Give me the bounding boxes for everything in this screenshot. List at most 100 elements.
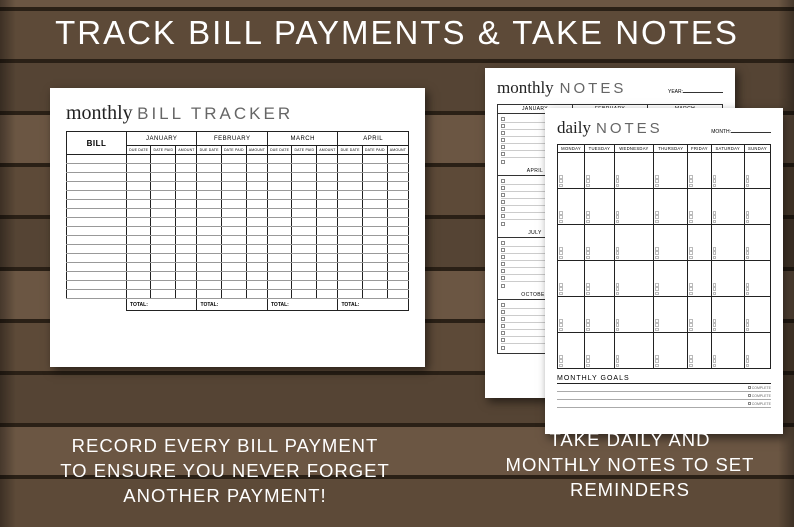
checkbox-icon — [689, 292, 693, 296]
value-cell — [317, 263, 338, 272]
value-cell — [362, 254, 387, 263]
value-cell — [221, 290, 246, 299]
subheader: DUE DATE — [127, 146, 151, 155]
value-cell — [317, 209, 338, 218]
checkbox-icon — [655, 292, 659, 296]
table-row — [67, 245, 409, 254]
value-cell — [317, 155, 338, 164]
value-cell — [387, 254, 408, 263]
value-cell — [387, 245, 408, 254]
checkbox-icon — [586, 287, 590, 291]
value-cell — [317, 218, 338, 227]
value-cell — [221, 164, 246, 173]
value-cell — [292, 236, 317, 245]
checkbox-icon — [689, 247, 693, 251]
checkbox-icon — [689, 256, 693, 260]
value-cell — [151, 209, 176, 218]
checkbox-icon — [655, 220, 659, 224]
day-cell — [654, 333, 688, 369]
checkbox-icon — [748, 394, 751, 397]
checkbox-icon — [713, 251, 717, 255]
value-cell — [317, 254, 338, 263]
checkbox-icon — [746, 220, 750, 224]
value-cell — [221, 227, 246, 236]
table-row — [67, 281, 409, 290]
checkbox-icon — [689, 179, 693, 183]
value-cell — [338, 164, 362, 173]
value-cell — [197, 209, 221, 218]
week-row — [558, 189, 771, 225]
value-cell — [246, 200, 267, 209]
value-cell — [317, 236, 338, 245]
bill-cell — [67, 263, 127, 272]
checkbox-icon — [713, 283, 717, 287]
monthly-notes-header: monthly NOTES YEAR: — [497, 78, 723, 98]
bill-cell — [67, 164, 127, 173]
daily-notes-script: daily — [557, 118, 591, 138]
checkbox-icon — [501, 145, 505, 149]
checkbox-icon — [616, 328, 620, 332]
checkbox-icon — [689, 323, 693, 327]
value-cell — [267, 245, 291, 254]
bill-tracker-caps: BILL TRACKER — [137, 104, 293, 123]
checkbox-icon — [655, 287, 659, 291]
checkbox-icon — [616, 220, 620, 224]
value-cell — [246, 155, 267, 164]
goal-line: COMPLETE — [557, 400, 771, 408]
checkbox-icon — [586, 175, 590, 179]
table-row — [67, 209, 409, 218]
value-cell — [362, 155, 387, 164]
value-cell — [267, 164, 291, 173]
value-cell — [127, 290, 151, 299]
day-cell — [688, 225, 711, 261]
value-cell — [362, 182, 387, 191]
bill-tracker-title: monthly BILL TRACKER — [66, 102, 409, 125]
value-cell — [267, 200, 291, 209]
checkbox-icon — [501, 331, 505, 335]
value-cell — [387, 263, 408, 272]
checkbox-icon — [746, 215, 750, 219]
checkbox-icon — [746, 247, 750, 251]
day-cell — [558, 225, 585, 261]
value-cell — [267, 263, 291, 272]
value-cell — [127, 272, 151, 281]
day-cell — [654, 153, 688, 189]
value-cell — [387, 200, 408, 209]
checkbox-icon — [586, 283, 590, 287]
checkbox-icon — [713, 292, 717, 296]
value-cell — [338, 290, 362, 299]
checkbox-icon — [713, 220, 717, 224]
value-cell — [197, 155, 221, 164]
value-cell — [197, 245, 221, 254]
checkbox-icon — [501, 200, 505, 204]
value-cell — [176, 281, 197, 290]
complete-label: COMPLETE — [748, 386, 771, 390]
value-cell — [292, 209, 317, 218]
day-cell — [688, 261, 711, 297]
value-cell — [387, 191, 408, 200]
value-cell — [246, 191, 267, 200]
week-row — [558, 225, 771, 261]
checkbox-icon — [746, 211, 750, 215]
value-cell — [127, 155, 151, 164]
monthly-notes-script: monthly — [497, 78, 554, 98]
value-cell — [127, 173, 151, 182]
value-cell — [176, 182, 197, 191]
subheader: AMOUNT — [246, 146, 267, 155]
checkbox-icon — [746, 355, 750, 359]
checkbox-icon — [501, 284, 505, 288]
day-cell — [585, 297, 614, 333]
value-cell — [246, 236, 267, 245]
value-cell — [151, 272, 176, 281]
day-cell — [614, 333, 654, 369]
table-row — [67, 155, 409, 164]
checkbox-icon — [586, 179, 590, 183]
bill-column-header: BILL — [67, 132, 127, 155]
table-row — [67, 182, 409, 191]
value-cell — [176, 155, 197, 164]
day-cell — [744, 189, 770, 225]
checkbox-icon — [713, 179, 717, 183]
value-cell — [338, 173, 362, 182]
value-cell — [267, 227, 291, 236]
checkbox-icon — [559, 292, 563, 296]
